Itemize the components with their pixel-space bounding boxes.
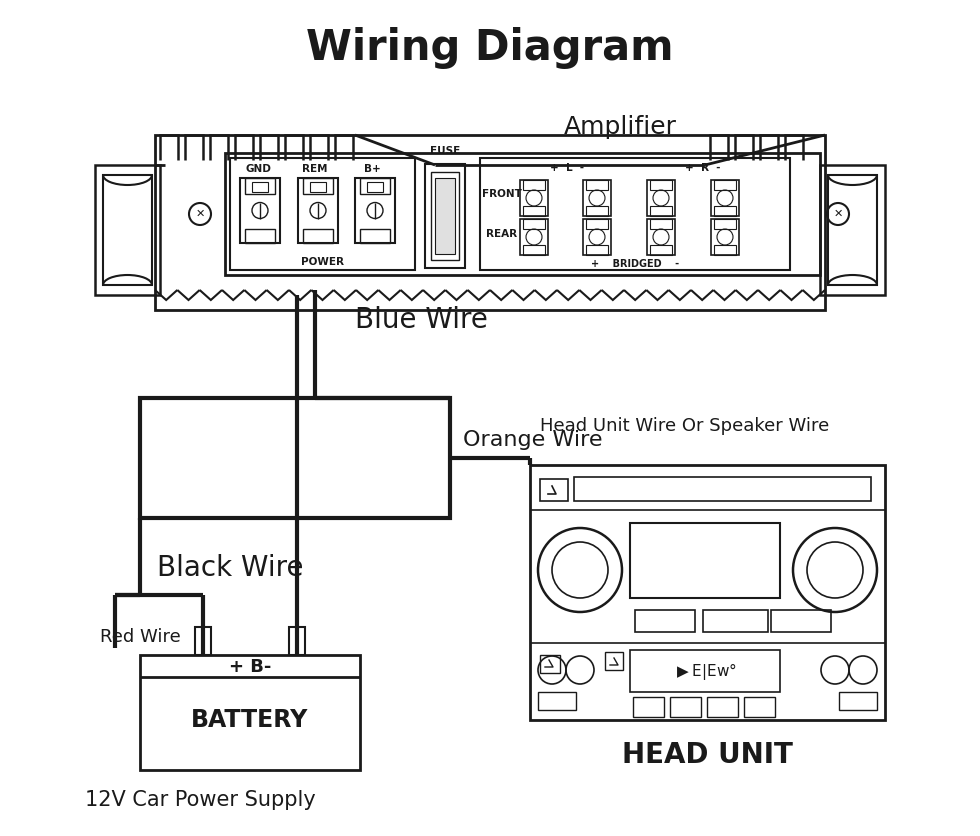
Text: + B-: + B- <box>228 658 271 676</box>
Bar <box>298 178 338 243</box>
Bar <box>480 158 790 270</box>
Bar <box>630 523 780 598</box>
Bar <box>650 206 672 216</box>
Bar <box>650 180 672 190</box>
Bar <box>744 697 775 717</box>
Text: Wiring Diagram: Wiring Diagram <box>307 27 674 69</box>
Text: Orange Wire: Orange Wire <box>463 430 603 450</box>
Text: HEAD UNIT: HEAD UNIT <box>621 741 793 769</box>
Bar <box>230 158 415 270</box>
Bar <box>225 153 820 275</box>
Bar <box>103 175 152 285</box>
Bar <box>289 627 305 655</box>
Bar <box>635 610 695 632</box>
Bar <box>586 219 608 229</box>
Bar <box>574 477 871 501</box>
Bar <box>605 652 623 670</box>
Bar <box>140 398 450 518</box>
Bar <box>95 165 160 295</box>
Bar <box>523 219 545 229</box>
Bar <box>155 135 825 310</box>
Text: Amplifier: Amplifier <box>564 115 676 139</box>
Bar <box>583 219 611 255</box>
Text: +  L  -: + L - <box>550 163 584 173</box>
Bar <box>530 465 885 720</box>
Bar <box>650 219 672 229</box>
Bar <box>586 180 608 190</box>
Bar <box>711 180 739 216</box>
Bar <box>310 182 326 192</box>
Text: Black Wire: Black Wire <box>157 554 303 582</box>
Bar <box>670 697 701 717</box>
Bar <box>523 206 545 216</box>
Bar <box>707 697 738 717</box>
Bar <box>828 175 877 285</box>
Bar <box>431 172 459 260</box>
Bar <box>703 610 768 632</box>
Bar <box>711 219 739 255</box>
Bar <box>245 178 275 194</box>
Bar <box>520 219 548 255</box>
Bar <box>714 219 736 229</box>
Bar <box>839 692 877 710</box>
Text: REAR: REAR <box>486 229 517 239</box>
Bar <box>647 180 675 216</box>
Text: REM: REM <box>302 164 327 174</box>
Bar <box>367 182 383 192</box>
Bar <box>714 206 736 216</box>
Bar <box>520 180 548 216</box>
Bar <box>252 182 268 192</box>
Bar <box>820 165 885 295</box>
Text: POWER: POWER <box>301 257 344 267</box>
Text: 12V Car Power Supply: 12V Car Power Supply <box>84 790 316 810</box>
Text: +  R  -: + R - <box>685 163 721 173</box>
Bar <box>360 229 390 243</box>
Bar <box>771 610 831 632</box>
Text: FRONT: FRONT <box>482 189 522 199</box>
Text: Red Wire: Red Wire <box>100 628 180 646</box>
Bar <box>245 229 275 243</box>
Bar <box>633 697 664 717</box>
Bar <box>647 219 675 255</box>
Text: $\blacktriangleright$E|Ew°: $\blacktriangleright$E|Ew° <box>673 660 736 681</box>
Bar <box>140 655 360 770</box>
Bar <box>714 180 736 190</box>
Bar <box>195 627 211 655</box>
Bar <box>630 650 780 692</box>
Bar <box>586 206 608 216</box>
Bar <box>360 178 390 194</box>
Text: GND: GND <box>245 164 270 174</box>
Text: Blue Wire: Blue Wire <box>355 306 488 334</box>
Text: FUSE: FUSE <box>430 146 461 156</box>
Text: ✕: ✕ <box>195 209 205 219</box>
Bar <box>435 178 455 254</box>
Bar <box>425 164 465 268</box>
Bar <box>523 180 545 190</box>
Bar <box>540 479 568 501</box>
Bar <box>355 178 395 243</box>
Bar <box>538 692 576 710</box>
Bar <box>583 180 611 216</box>
Bar <box>586 245 608 255</box>
Bar <box>303 229 333 243</box>
Bar <box>540 655 560 673</box>
Bar <box>523 245 545 255</box>
Text: ✕: ✕ <box>833 209 843 219</box>
Bar <box>240 178 280 243</box>
Text: Head Unit Wire Or Speaker Wire: Head Unit Wire Or Speaker Wire <box>540 417 829 435</box>
Text: +    BRIDGED    -: + BRIDGED - <box>591 259 679 269</box>
Bar <box>650 245 672 255</box>
Bar <box>714 245 736 255</box>
Text: B+: B+ <box>364 164 380 174</box>
Bar <box>303 178 333 194</box>
Text: BATTERY: BATTERY <box>191 708 309 732</box>
